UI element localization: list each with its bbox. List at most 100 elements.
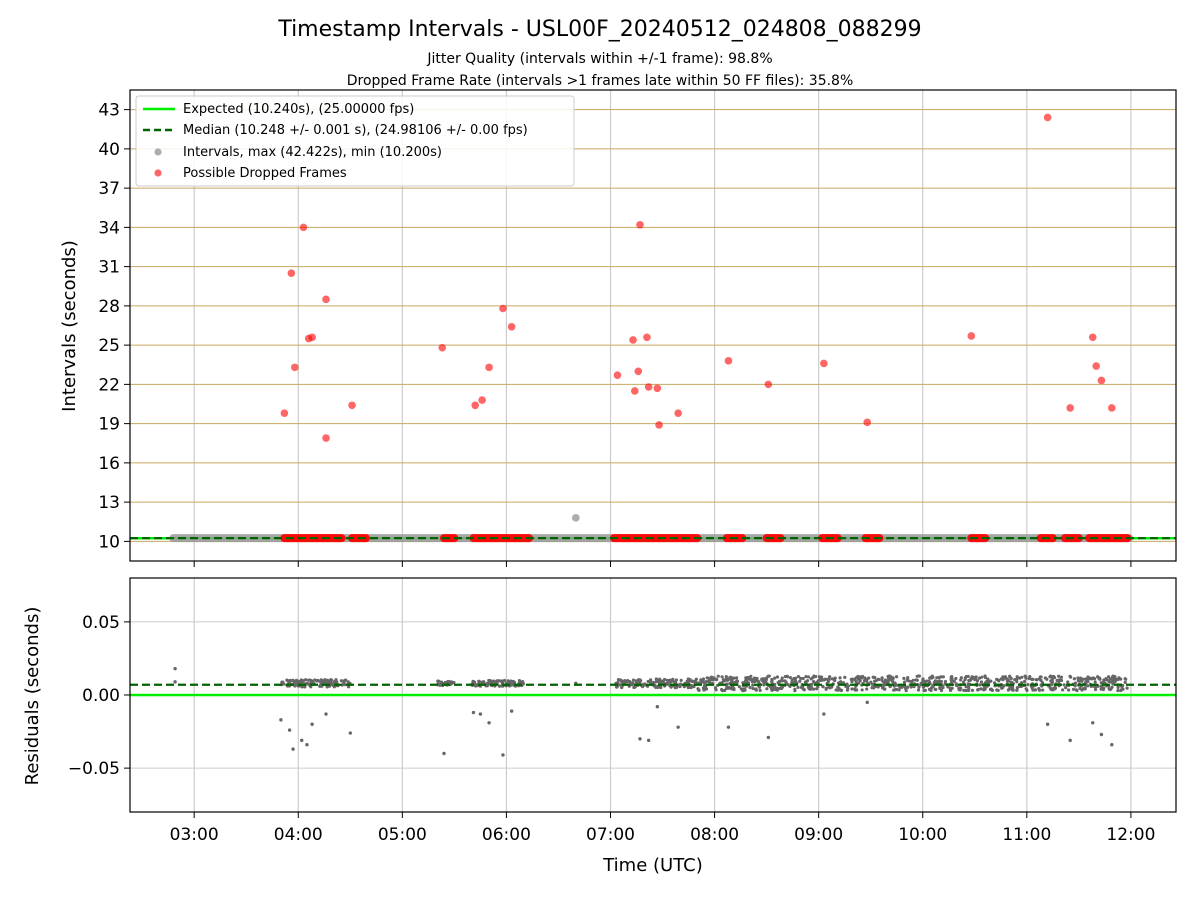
residual-point bbox=[950, 674, 954, 679]
residual-point bbox=[958, 688, 962, 692]
residual-point bbox=[865, 687, 869, 691]
residual-point bbox=[1076, 678, 1080, 683]
residuals-reference-lines bbox=[130, 683, 1176, 697]
residual-point bbox=[1107, 687, 1111, 691]
chart-subtitle-dropped: Dropped Frame Rate (intervals >1 frames … bbox=[347, 73, 854, 89]
residual-point bbox=[853, 688, 857, 692]
legend-intervals-swatch bbox=[154, 148, 162, 156]
residual-point bbox=[752, 676, 757, 680]
residual-point bbox=[914, 678, 918, 682]
residual-point bbox=[850, 687, 854, 691]
residual-point bbox=[1107, 675, 1111, 679]
dropped-frame-point bbox=[471, 401, 479, 410]
residual-point bbox=[917, 674, 922, 678]
residual-point bbox=[775, 675, 780, 679]
residual-point bbox=[867, 676, 871, 680]
residual-point bbox=[763, 677, 768, 681]
intervals-y-tick-label: 16 bbox=[98, 454, 120, 474]
dropped-frame-point bbox=[629, 336, 637, 344]
residual-point bbox=[728, 677, 732, 681]
residual-point bbox=[955, 683, 959, 688]
residual-point bbox=[299, 679, 303, 683]
residual-point bbox=[880, 676, 884, 680]
residual-point bbox=[974, 675, 978, 679]
residual-point bbox=[796, 685, 800, 689]
residual-point bbox=[907, 679, 911, 683]
residual-point bbox=[1116, 685, 1120, 689]
residual-point bbox=[1045, 722, 1050, 726]
residual-point bbox=[1075, 688, 1079, 693]
residual-point bbox=[754, 687, 758, 691]
residual-point bbox=[750, 680, 755, 684]
residual-point bbox=[891, 676, 895, 681]
residual-point bbox=[883, 678, 888, 682]
residual-point bbox=[632, 685, 636, 690]
intervals-y-tick-label: 19 bbox=[98, 415, 120, 435]
residual-point bbox=[928, 676, 932, 680]
residual-point bbox=[744, 678, 748, 682]
residual-point bbox=[766, 735, 771, 740]
residual-point bbox=[766, 674, 770, 678]
residual-point bbox=[473, 683, 477, 688]
dropped-frame-point bbox=[348, 401, 356, 410]
residual-point bbox=[732, 680, 737, 685]
residual-point bbox=[655, 705, 660, 709]
residual-point bbox=[1123, 677, 1127, 681]
x-tick-label: 10:00 bbox=[898, 825, 947, 845]
residual-point bbox=[703, 687, 707, 691]
residual-point bbox=[701, 679, 705, 684]
residual-point bbox=[1006, 688, 1010, 692]
residual-point bbox=[303, 685, 307, 689]
residual-point bbox=[638, 737, 642, 741]
residual-point bbox=[838, 676, 842, 680]
dropped-frame-point bbox=[1097, 376, 1106, 385]
residual-point bbox=[743, 687, 747, 691]
intervals-y-tick-label: 13 bbox=[98, 493, 120, 513]
residual-point bbox=[293, 684, 297, 688]
residual-point bbox=[967, 685, 971, 689]
residual-point bbox=[801, 687, 805, 691]
residual-point bbox=[1000, 686, 1004, 690]
residual-point bbox=[310, 722, 314, 726]
residual-point bbox=[826, 679, 830, 684]
residual-point bbox=[1050, 677, 1054, 681]
residual-point bbox=[894, 683, 899, 687]
residual-point bbox=[1115, 677, 1119, 681]
residual-point bbox=[982, 687, 986, 691]
residual-point bbox=[839, 680, 843, 684]
residual-point bbox=[1081, 687, 1085, 691]
residual-point bbox=[776, 687, 780, 691]
residual-point bbox=[839, 688, 844, 692]
residual-point bbox=[989, 687, 993, 691]
residual-point bbox=[1088, 677, 1092, 681]
residual-point bbox=[1041, 688, 1045, 692]
x-tick-label: 03:00 bbox=[170, 825, 219, 845]
residual-point bbox=[685, 679, 689, 683]
residual-point bbox=[916, 688, 921, 692]
intervals-y-axis-label: Intervals (seconds) bbox=[59, 240, 80, 412]
residual-point bbox=[812, 687, 816, 691]
chart-subtitle-jitter: Jitter Quality (intervals within +/-1 fr… bbox=[426, 51, 772, 67]
residual-point bbox=[967, 678, 971, 683]
residual-point bbox=[623, 679, 627, 683]
residual-point bbox=[1006, 678, 1010, 682]
residual-point bbox=[1125, 686, 1129, 690]
residual-point bbox=[836, 685, 840, 689]
residual-point bbox=[734, 676, 739, 680]
residual-point bbox=[1031, 677, 1035, 681]
residual-point bbox=[638, 678, 642, 682]
residual-point bbox=[327, 680, 331, 684]
residual-point bbox=[1116, 688, 1120, 693]
residual-point bbox=[843, 675, 847, 679]
residual-point bbox=[1110, 743, 1114, 747]
residual-point bbox=[1084, 677, 1088, 681]
residual-point bbox=[886, 676, 891, 681]
dropped-frame-point bbox=[643, 333, 651, 342]
residual-point bbox=[279, 718, 283, 722]
residual-point bbox=[676, 725, 680, 729]
intervals-y-ticks: 10 13 16 19 22 25 28 31 34 37 40 43 bbox=[98, 101, 130, 552]
residual-point bbox=[646, 738, 651, 743]
residual-point bbox=[790, 681, 794, 685]
residual-point bbox=[1067, 688, 1071, 692]
residual-point bbox=[1086, 684, 1090, 688]
